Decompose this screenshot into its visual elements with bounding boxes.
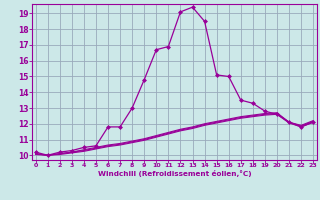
X-axis label: Windchill (Refroidissement éolien,°C): Windchill (Refroidissement éolien,°C) [98,170,251,177]
